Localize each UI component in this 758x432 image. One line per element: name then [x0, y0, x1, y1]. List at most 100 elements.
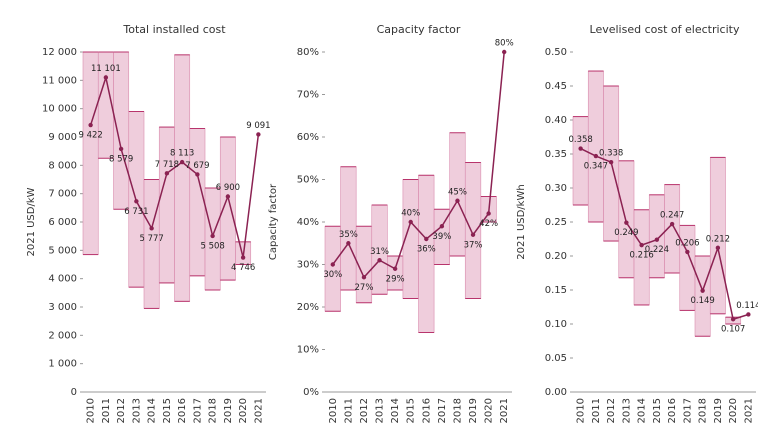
y-tick-label: 0.20 [545, 251, 567, 262]
data-label: 37% [464, 240, 483, 250]
y-tick-label: 5 000 [48, 245, 77, 256]
y-axis-label: 2021 USD/kWh [516, 184, 527, 259]
x-tick-label: 2018 [698, 398, 709, 423]
point [103, 75, 109, 80]
data-label: 8 113 [170, 149, 194, 159]
y-tick-label: 1 000 [48, 359, 77, 370]
point [361, 275, 367, 280]
data-label: 0.247 [660, 211, 684, 221]
x-tick-label: 2016 [177, 398, 188, 423]
series-line [332, 51, 505, 279]
x-tick-label: 2013 [375, 398, 386, 423]
data-label: 7 679 [185, 161, 209, 171]
range-box [204, 187, 221, 291]
point [210, 233, 215, 239]
data-label: 45% [448, 187, 467, 197]
y-tick-label: 0.35 [545, 149, 567, 160]
x-tick-label: 2012 [116, 398, 127, 423]
point [608, 159, 614, 165]
point [424, 236, 429, 242]
x-tick-label: 2021 [253, 398, 264, 423]
range-box [464, 162, 482, 299]
panel-title: Levelised cost of electricity [590, 23, 740, 36]
x-tick-label: 2016 [667, 398, 678, 423]
point [470, 232, 476, 237]
data-label: 7 718 [155, 160, 179, 170]
data-label: 0.216 [629, 251, 653, 261]
range-box [587, 70, 604, 223]
y-tick-label: 30% [297, 260, 319, 271]
data-label: 31% [370, 247, 389, 257]
point [134, 199, 139, 204]
point [330, 262, 335, 267]
data-label: 0.212 [706, 234, 730, 244]
x-tick-label: 2012 [606, 398, 617, 423]
x-tick-label: 2015 [652, 398, 663, 423]
data-label: 0.338 [599, 149, 623, 159]
x-tick-label: 2019 [468, 398, 479, 423]
x-tick-label: 2014 [637, 398, 648, 423]
data-label: 0.114 [736, 301, 758, 311]
x-tick-label: 2013 [131, 398, 142, 423]
range-box [143, 179, 160, 309]
y-tick-label: 10 000 [42, 104, 77, 115]
data-label: 35% [339, 230, 358, 240]
y-tick-label: 0.25 [545, 217, 567, 228]
y-tick-label: 8 000 [48, 160, 77, 171]
range-box [340, 166, 357, 291]
range-box [113, 51, 130, 210]
y-tick-label: 0.00 [545, 387, 567, 398]
x-tick-label: 2015 [406, 398, 417, 423]
y-tick-label: 50% [297, 175, 319, 186]
y-tick-label: 6 000 [48, 217, 77, 228]
y-axis-label: Capacity factor [268, 183, 279, 260]
data-label: 5 508 [200, 241, 224, 251]
data-label: 9 091 [246, 121, 270, 131]
x-tick-label: 2010 [86, 398, 97, 423]
x-tick-label: 2017 [192, 398, 203, 423]
data-label: 42% [479, 219, 498, 229]
point [164, 171, 170, 176]
y-tick-label: 2 000 [48, 330, 77, 341]
y-tick-label: 80% [297, 47, 319, 58]
y-tick-label: 0% [303, 387, 319, 398]
y-tick-label: 0.45 [545, 81, 567, 92]
data-label: 39% [432, 232, 451, 242]
point [486, 211, 491, 216]
x-tick-label: 2011 [591, 398, 602, 423]
y-tick-label: 9 000 [48, 132, 77, 143]
y-tick-label: 0.10 [545, 319, 567, 330]
point [149, 226, 154, 231]
x-tick-label: 2010 [328, 398, 339, 423]
x-tick-label: 2018 [452, 398, 463, 423]
series-line [580, 147, 749, 321]
point [624, 220, 629, 225]
range-box [387, 255, 404, 291]
x-tick-label: 2014 [390, 398, 401, 423]
y-tick-label: 20% [297, 302, 319, 313]
y-tick-label: 70% [297, 90, 319, 101]
point [593, 153, 599, 159]
y-tick-label: 0.05 [545, 353, 567, 364]
x-tick-label: 2021 [499, 398, 510, 423]
x-tick-label: 2014 [147, 398, 158, 423]
point [392, 266, 398, 271]
y-tick-label: 0.30 [545, 183, 567, 194]
point [195, 172, 200, 177]
x-tick-label: 2019 [713, 398, 724, 423]
y-tick-label: 0 [71, 387, 77, 398]
x-tick-label: 2020 [728, 398, 739, 423]
data-label: 6 731 [124, 207, 148, 217]
range-box [648, 194, 665, 279]
data-label: 0.206 [675, 238, 699, 248]
point [118, 146, 124, 152]
x-tick-label: 2013 [621, 398, 632, 423]
y-tick-label: 10% [297, 345, 319, 356]
point [377, 258, 382, 263]
data-label: 0.249 [614, 228, 638, 238]
data-label: 8 579 [109, 154, 133, 164]
y-tick-label: 11 000 [42, 75, 77, 86]
point [578, 146, 583, 151]
x-tick-label: 2020 [484, 398, 495, 423]
